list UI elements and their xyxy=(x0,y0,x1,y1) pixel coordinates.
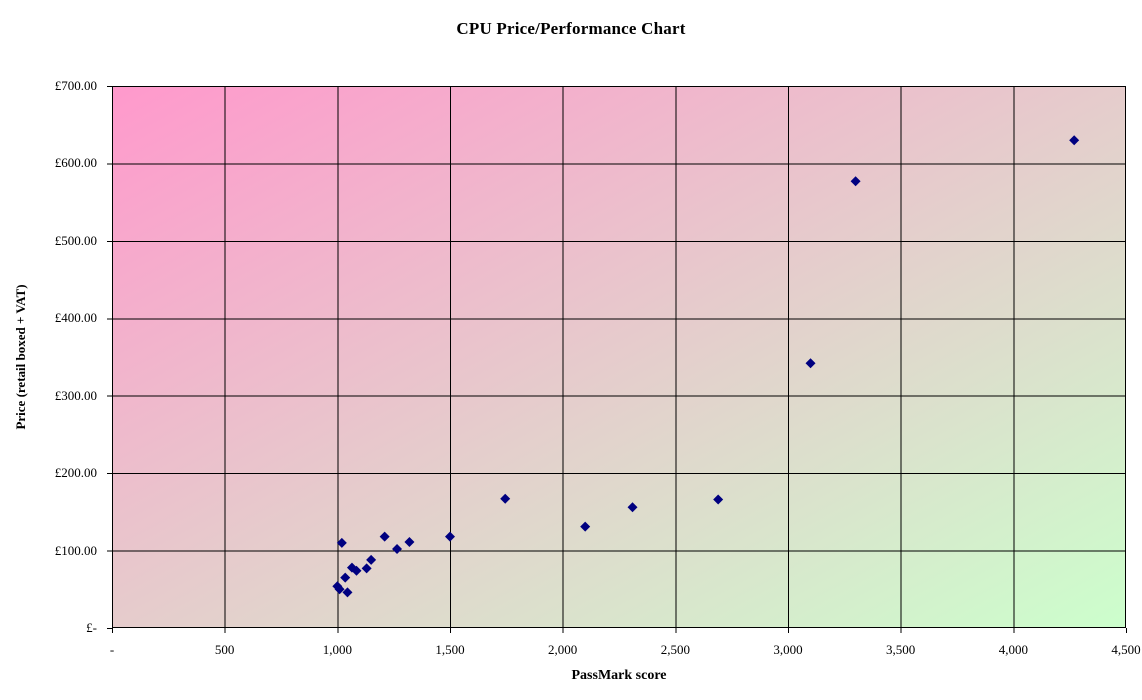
data-point xyxy=(805,358,816,369)
y-tick-label: £500.00 xyxy=(54,232,97,248)
data-point xyxy=(1069,135,1080,146)
data-point xyxy=(445,531,455,542)
data-point xyxy=(340,572,351,583)
y-tick-label: £200.00 xyxy=(54,465,97,481)
data-point xyxy=(361,563,372,574)
data-point xyxy=(332,581,343,592)
x-tick-label: 3,500 xyxy=(886,642,916,657)
data-point xyxy=(500,493,511,504)
x-tick-label: 4,000 xyxy=(998,642,1028,657)
y-tick-label: £300.00 xyxy=(54,387,97,403)
x-tick-label: 3,000 xyxy=(773,642,803,657)
y-tick-label: £400.00 xyxy=(54,310,97,326)
x-tick-label: 1,500 xyxy=(435,642,465,657)
data-point xyxy=(342,587,353,598)
data-point xyxy=(392,544,403,555)
x-tick-label: 2,000 xyxy=(548,642,578,657)
plot-svg xyxy=(107,86,1127,633)
data-point xyxy=(850,176,861,187)
y-axis-title: Price (retail boxed + VAT) xyxy=(13,284,28,430)
data-point xyxy=(366,554,377,565)
data-point xyxy=(379,531,390,542)
y-tick-label: £100.00 xyxy=(54,542,97,558)
x-axis-title: PassMark score xyxy=(571,668,667,683)
plot-border xyxy=(112,86,1126,628)
data-point xyxy=(336,537,347,548)
x-tick-label: 4,500 xyxy=(1111,642,1141,657)
data-point xyxy=(713,494,724,505)
data-point xyxy=(627,502,638,513)
plot-area xyxy=(107,86,1127,633)
data-point xyxy=(334,584,345,595)
chart-title: CPU Price/Performance Chart xyxy=(456,19,686,38)
x-tick-label: - xyxy=(109,642,115,657)
data-point xyxy=(404,537,415,548)
y-tick-label: £- xyxy=(86,620,97,635)
data-point xyxy=(580,521,591,532)
y-tick-label: £700.00 xyxy=(54,78,97,93)
x-tick-label: 500 xyxy=(214,642,235,657)
x-tick-label: 1,000 xyxy=(322,642,352,657)
x-tick-label: 2,500 xyxy=(660,642,690,657)
data-point xyxy=(351,565,362,576)
plot-background xyxy=(112,86,1126,628)
y-tick-label: £600.00 xyxy=(54,155,97,171)
